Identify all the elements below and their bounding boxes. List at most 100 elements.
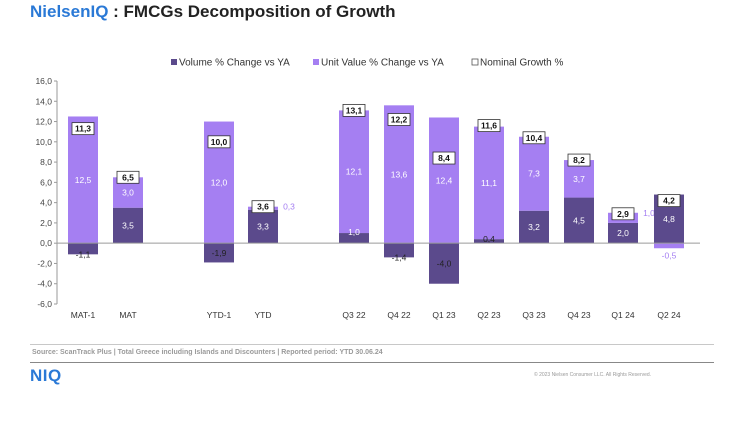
nominal-growth-label: 11,3 <box>75 124 91 134</box>
unit-value-label: 0,3 <box>283 202 295 212</box>
nominal-growth-box <box>342 103 366 117</box>
title-text: : FMCGs Decomposition of Growth <box>108 2 396 21</box>
volume-bar <box>248 209 278 244</box>
nominal-growth-label: 4,2 <box>663 196 675 206</box>
volume-bar <box>519 210 549 244</box>
x-tick-label: MAT-1 <box>71 310 96 320</box>
x-tick-label: Q3 22 <box>342 310 365 320</box>
x-tick-label: Q1 24 <box>611 310 634 320</box>
nominal-growth-label: 10,4 <box>526 133 543 143</box>
x-tick-label: Q2 24 <box>657 310 680 320</box>
unit-value-bar <box>68 116 98 244</box>
volume-bar <box>384 243 414 258</box>
x-tick-label: Q4 22 <box>387 310 410 320</box>
volume-label: 3,5 <box>122 220 134 230</box>
volume-label: 4,5 <box>573 215 585 225</box>
unit-value-label: 11,1 <box>481 178 497 188</box>
unit-value-bar <box>654 243 684 249</box>
y-tick-label: -2,0 <box>37 258 52 268</box>
volume-bar <box>204 243 234 263</box>
volume-label: -1,4 <box>392 252 407 262</box>
y-tick-label: 14,0 <box>35 96 52 106</box>
nominal-growth-label: 11,6 <box>481 121 497 131</box>
volume-bar <box>474 239 504 244</box>
brand-name: NielsenIQ <box>30 2 109 21</box>
nominal-growth-label: 2,9 <box>617 209 629 219</box>
nominal-growth-box <box>611 207 635 221</box>
unit-value-bar <box>384 105 414 244</box>
nominal-growth-box <box>71 122 95 136</box>
nominal-growth-label: 8,2 <box>573 155 585 165</box>
unit-value-label: 12,0 <box>211 177 228 187</box>
y-tick-label: -6,0 <box>37 299 52 309</box>
footer-divider <box>30 362 714 363</box>
volume-label: 0,4 <box>483 234 495 244</box>
nominal-growth-box <box>116 170 140 184</box>
volume-bar <box>68 243 98 255</box>
volume-bar <box>429 243 459 284</box>
nominal-growth-label: 6,5 <box>122 172 134 182</box>
x-tick-label: YTD <box>255 310 272 320</box>
source-note: Source: ScanTrack Plus | Total Greece in… <box>32 349 383 356</box>
legend-unit-value-swatch <box>313 59 319 65</box>
volume-label: 3,2 <box>528 222 540 232</box>
nominal-growth-label: 12,2 <box>391 115 408 125</box>
volume-label: 4,8 <box>663 214 675 224</box>
nominal-growth-label: 3,6 <box>257 202 269 212</box>
unit-value-label: 1,0 <box>643 208 655 218</box>
unit-value-bar <box>519 136 549 211</box>
y-tick-label: 2,0 <box>40 218 52 228</box>
volume-bar <box>113 207 143 244</box>
unit-value-label: 12,1 <box>346 167 363 177</box>
volume-label: 1,0 <box>348 227 360 237</box>
y-tick-label: 12,0 <box>35 117 52 127</box>
unit-value-label: 13,6 <box>391 169 408 179</box>
x-tick-label: Q3 23 <box>522 310 545 320</box>
x-tick-label: YTD-1 <box>207 310 232 320</box>
volume-bar <box>608 222 638 244</box>
unit-value-label: 7,3 <box>528 169 540 179</box>
volume-label: -4,0 <box>437 258 452 268</box>
unit-value-label: 12,4 <box>436 175 453 185</box>
footer-divider-top <box>30 344 714 345</box>
nominal-growth-label: 13,1 <box>346 105 363 115</box>
nominal-growth-box <box>207 135 231 149</box>
unit-value-label: 3,7 <box>573 174 585 184</box>
nominal-growth-label: 8,4 <box>438 153 450 163</box>
unit-value-bar <box>339 110 369 234</box>
x-tick-label: Q1 23 <box>432 310 455 320</box>
legend-nominal-swatch <box>471 58 479 66</box>
y-tick-label: 0,0 <box>40 238 52 248</box>
unit-value-label: -0,5 <box>662 250 677 260</box>
y-tick-label: 8,0 <box>40 157 52 167</box>
volume-label: -1,1 <box>76 249 91 259</box>
nominal-growth-box <box>432 151 456 165</box>
unit-value-label: 12,5 <box>75 175 92 185</box>
y-tick-label: -4,0 <box>37 279 52 289</box>
legend-volume-swatch <box>171 59 177 65</box>
nominal-growth-box <box>477 119 501 132</box>
y-tick-label: 4,0 <box>40 198 52 208</box>
nominal-growth-box <box>522 131 546 145</box>
x-tick-label: Q2 23 <box>477 310 500 320</box>
y-tick-label: 16,0 <box>35 76 52 86</box>
x-tick-label: MAT <box>119 310 136 320</box>
growth-chart: Volume % Change vs YA Unit Value % Change… <box>35 58 700 320</box>
nominal-growth-box <box>251 200 275 214</box>
nominal-growth-box <box>567 153 591 167</box>
volume-label: 3,3 <box>257 221 269 231</box>
legend-unit-value-label: Unit Value % Change vs YA <box>321 58 444 69</box>
nominal-growth-box <box>657 194 681 208</box>
legend-nominal-label: Nominal Growth % <box>480 58 563 69</box>
unit-value-bar <box>474 126 504 240</box>
copyright-note: © 2023 Nielsen Consumer LLC. All Rights … <box>534 372 652 378</box>
y-tick-label: 6,0 <box>40 177 52 187</box>
nominal-growth-label: 10,0 <box>211 137 228 147</box>
volume-label: 2,0 <box>617 228 629 238</box>
niq-logo: NIQ <box>30 366 62 385</box>
volume-bar <box>339 233 369 244</box>
legend-volume-label: Volume % Change vs YA <box>179 58 290 69</box>
volume-label: -1,9 <box>212 248 227 258</box>
unit-value-bar <box>429 117 459 244</box>
x-tick-label: Q4 23 <box>567 310 590 320</box>
